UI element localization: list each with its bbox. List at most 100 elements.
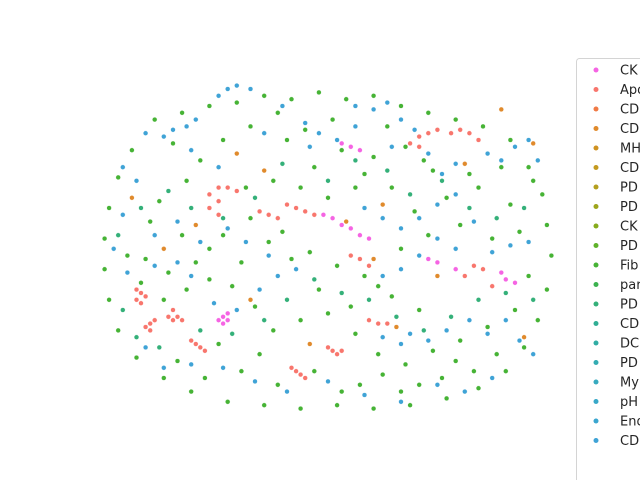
legend-marker: [593, 204, 599, 209]
data-point: [320, 212, 327, 218]
data-point: [311, 164, 317, 170]
data-point: [402, 144, 409, 150]
data-point: [471, 219, 477, 225]
data-point: [275, 215, 281, 221]
data-point: [307, 341, 313, 347]
data-point: [165, 314, 172, 320]
data-point: [152, 317, 158, 323]
legend-label: CD: [620, 122, 639, 137]
data-point: [179, 317, 185, 323]
data-point: [366, 317, 372, 323]
data-point: [311, 368, 317, 374]
data-point: [339, 222, 345, 228]
plot-points: [101, 82, 555, 412]
data-point: [489, 236, 495, 242]
data-point: [129, 195, 135, 201]
data-point: [412, 208, 418, 215]
data-point: [266, 239, 272, 245]
legend-item: CD: [593, 103, 639, 118]
data-point: [512, 144, 518, 150]
data-point: [521, 334, 527, 340]
data-point: [115, 174, 121, 181]
data-point: [293, 368, 299, 374]
legend-item: pH: [593, 395, 638, 410]
data-point: [243, 239, 249, 245]
data-point: [498, 106, 504, 113]
data-point: [270, 327, 276, 334]
data-point: [174, 259, 181, 266]
data-point: [257, 351, 263, 357]
data-point: [453, 246, 459, 252]
data-point: [216, 198, 222, 204]
data-point: [525, 273, 532, 279]
legend-item: CD: [593, 161, 639, 176]
data-point: [334, 137, 340, 143]
data-point: [174, 314, 181, 320]
data-point: [197, 327, 203, 334]
data-point: [152, 232, 158, 238]
legend-item: Apo: [593, 83, 640, 98]
data-point: [325, 195, 331, 201]
data-point: [147, 219, 153, 225]
data-point: [530, 178, 536, 184]
data-point: [530, 351, 536, 357]
data-point: [179, 232, 185, 238]
data-point: [238, 368, 245, 374]
data-point: [375, 283, 381, 289]
legend-item: CD: [593, 317, 639, 332]
data-point: [384, 99, 390, 106]
legend-items: CK Apo CD CD MH CD PD PD CK PD Fib par PD CD DC PD My pH E…: [593, 64, 640, 449]
data-point: [466, 171, 473, 177]
data-point: [343, 96, 349, 102]
legend-marker: [593, 418, 599, 424]
data-point: [352, 157, 359, 164]
data-point: [202, 375, 208, 381]
data-point: [489, 249, 495, 255]
legend-marker: [593, 321, 599, 326]
data-point: [197, 157, 203, 164]
data-point: [516, 229, 523, 235]
data-point: [339, 140, 345, 147]
data-point: [302, 127, 308, 133]
data-point: [106, 205, 112, 211]
data-point: [348, 304, 354, 310]
data-point: [384, 321, 390, 327]
legend-marker: [593, 340, 599, 346]
data-point: [216, 164, 222, 170]
data-point: [302, 120, 308, 126]
legend-marker: [593, 165, 599, 170]
data-point: [525, 239, 532, 245]
data-point: [279, 103, 286, 109]
data-point: [507, 242, 514, 249]
legend-marker: [593, 145, 599, 151]
data-point: [475, 137, 482, 143]
data-point: [225, 317, 231, 323]
data-point: [498, 157, 504, 164]
data-point: [252, 195, 258, 201]
data-point: [371, 106, 377, 113]
data-point: [138, 205, 144, 211]
data-point: [475, 185, 482, 191]
data-point: [371, 93, 377, 99]
data-point: [489, 375, 495, 381]
data-point: [530, 297, 536, 303]
data-point: [471, 263, 477, 269]
data-point: [247, 86, 254, 92]
data-point: [444, 195, 450, 201]
data-point: [143, 130, 149, 136]
data-point: [156, 344, 162, 351]
data-point: [380, 215, 386, 221]
data-point: [147, 327, 153, 334]
data-point: [115, 327, 121, 334]
data-point: [298, 317, 304, 323]
data-point: [498, 270, 504, 276]
legend-label: PD: [620, 298, 638, 313]
data-point: [485, 324, 491, 330]
data-point: [398, 116, 404, 123]
data-point: [393, 324, 400, 330]
data-point: [188, 205, 194, 211]
data-point: [462, 161, 468, 167]
data-point: [544, 287, 550, 293]
data-point: [206, 103, 213, 109]
data-point: [234, 151, 240, 157]
